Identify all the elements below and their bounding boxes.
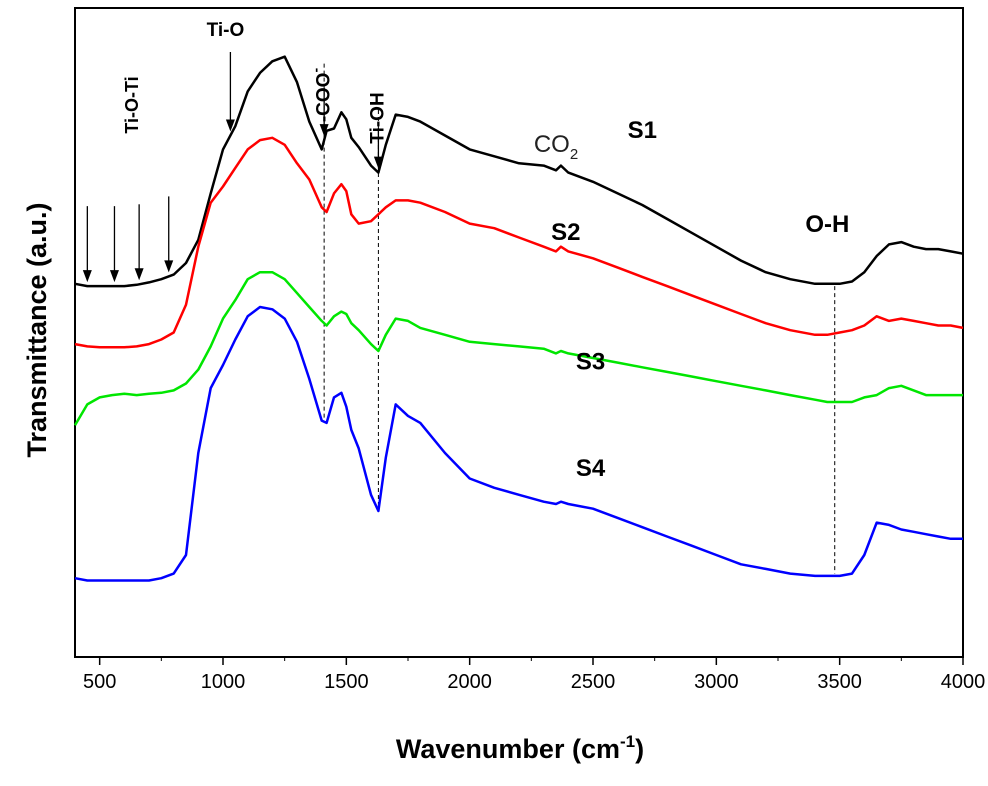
peak-arrow-head	[164, 260, 174, 273]
series-label-s1: S1	[628, 117, 657, 144]
x-tick-label: 1500	[324, 671, 369, 693]
peak-arrow-head	[82, 270, 92, 283]
x-tick-label: 4000	[941, 671, 986, 693]
series-line-s1	[74, 55, 964, 288]
x-tick-label: 1000	[201, 671, 246, 693]
annotation-label: O-H	[805, 211, 849, 238]
x-tick-label: 500	[83, 671, 116, 693]
series-labels: S1 S2 S3 S4	[551, 117, 657, 482]
peak-arrow-head	[373, 156, 383, 169]
annotation-label: Ti-OH	[367, 92, 388, 143]
annotation-label: CO2	[534, 131, 578, 163]
annotation-label: Ti-O-Ti	[122, 76, 142, 133]
series-label-s3: S3	[576, 349, 605, 376]
plot-frame	[74, 7, 964, 658]
x-axis-ticks: 500 1000 1500 2000 2500 3000 3500 4000	[83, 657, 985, 693]
x-tick-label: 3500	[817, 671, 862, 693]
peak-arrow-head	[319, 124, 329, 137]
peak-arrow-head	[225, 119, 235, 132]
series-group	[73, 55, 964, 582]
x-tick-label: 2000	[447, 671, 492, 693]
y-axis-title: Transmittance (a.u.)	[22, 202, 52, 457]
x-axis-title: Wavenumber (cm-1)	[396, 732, 644, 764]
peak-arrow-head	[134, 268, 144, 281]
x-tick-label: 2500	[571, 671, 616, 693]
annotation-label: -COO-	[308, 68, 335, 123]
annotation-label: Ti-O	[207, 20, 245, 41]
series-line-s4	[74, 305, 963, 582]
peak-annotations: Ti-O-Ti Ti-O -COO- Ti-OH CO2 O-H	[122, 20, 849, 238]
peak-arrows	[82, 52, 383, 283]
x-tick-label: 3000	[694, 671, 739, 693]
series-line-s3	[73, 270, 963, 426]
series-line-s2	[74, 136, 964, 349]
peak-arrow-head	[109, 270, 119, 283]
series-label-s4: S4	[576, 455, 606, 482]
series-label-s2: S2	[551, 219, 580, 246]
